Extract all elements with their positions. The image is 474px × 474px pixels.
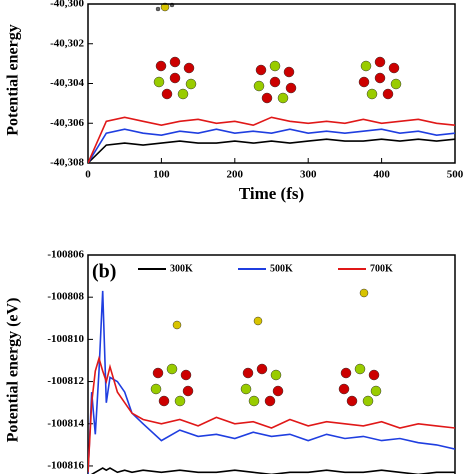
molecule-icons [150, 2, 402, 407]
y-tick-label: -100808 [47, 291, 84, 303]
y-axis-label: Potential energy (eV) [5, 298, 22, 443]
series-line [88, 116, 455, 163]
panel-label: (b) [92, 261, 116, 283]
y-tick-label: -100806 [47, 249, 84, 261]
series-line [88, 128, 455, 163]
series-line [88, 290, 455, 474]
x-axis-label: Time (fs) [239, 184, 304, 203]
series-line [88, 355, 455, 473]
x-tick-label: 500 [447, 169, 464, 181]
y-tick-label: -40,300 [50, 0, 84, 10]
legend-label: 500K [270, 263, 293, 274]
y-tick-label: -100814 [47, 417, 84, 429]
y-tick-label: -100810 [47, 333, 84, 345]
legend-label: 300K [170, 263, 193, 274]
x-tick-label: 300 [300, 169, 317, 181]
legend-label: 700K [370, 263, 393, 274]
y-axis-label: Potential energy [5, 24, 22, 136]
x-tick-label: 100 [153, 169, 170, 181]
x-tick-label: 0 [85, 169, 91, 181]
x-tick-label: 200 [227, 169, 244, 181]
y-tick-label: -40,304 [50, 77, 84, 89]
series-line [88, 138, 455, 163]
plot-frame [87, 254, 456, 474]
y-tick-label: -40,302 [50, 37, 84, 49]
y-tick-label: -100812 [47, 375, 84, 387]
y-tick-label: -40,308 [50, 157, 84, 169]
y-tick-label: -40,306 [50, 117, 84, 129]
y-tick-label: -100816 [47, 459, 84, 471]
x-tick-label: 400 [373, 169, 390, 181]
series-line [90, 467, 455, 474]
